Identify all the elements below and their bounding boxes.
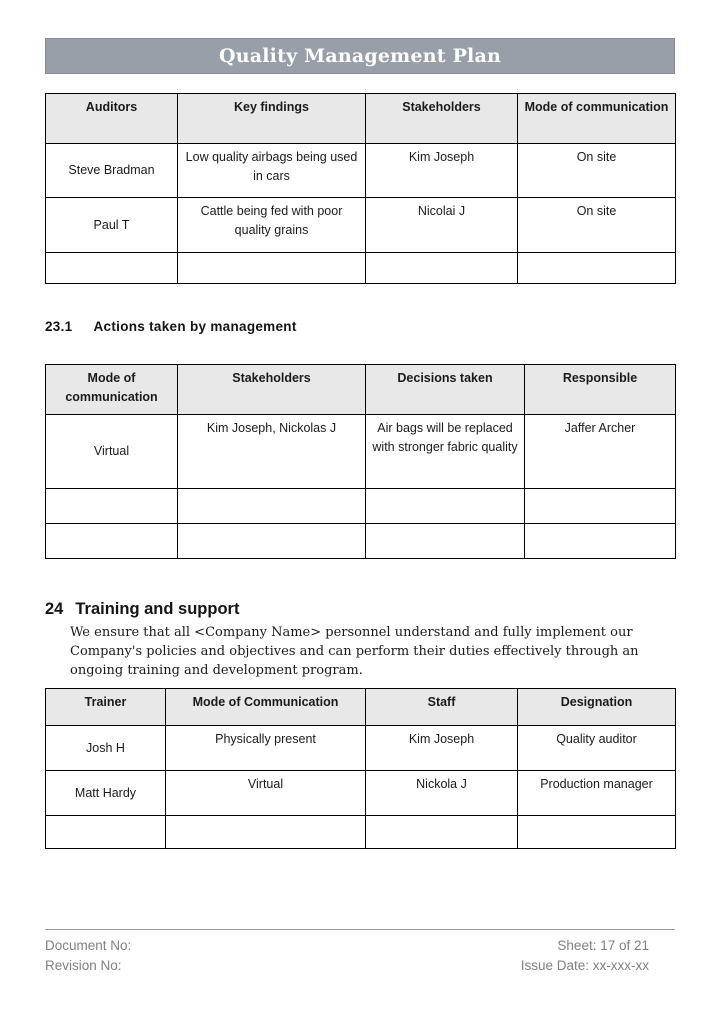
footer-right-block: Sheet: 17 of 21 Issue Date: xx-xxx-xx [521, 936, 675, 976]
table-cell: Low quality airbags being used in cars [177, 143, 366, 198]
table-cell: Kim Joseph [365, 725, 518, 771]
section-title: Actions taken by management [93, 319, 297, 334]
table-cell [45, 523, 178, 559]
table-row-empty [45, 252, 676, 284]
section-title: Training and support [75, 600, 240, 618]
table-cell: Kim Joseph, Nickolas J [177, 414, 366, 489]
table-cell [365, 523, 525, 559]
table-cell: Nickola J [365, 770, 518, 816]
column-header-stakeholders: Stakeholders [365, 93, 518, 144]
table-header-row: Trainer Mode of Communication Staff Desi… [45, 688, 676, 726]
column-header-designation: Designation [517, 688, 676, 726]
column-header-trainer: Trainer [45, 688, 166, 726]
table-cell: Production manager [517, 770, 676, 816]
revision-no-label: Revision No: [45, 958, 122, 973]
title-banner: Quality Management Plan [45, 38, 675, 74]
table-row: Josh H Physically present Kim Joseph Qua… [45, 725, 676, 771]
table-cell: On site [517, 143, 676, 198]
section-heading-training: 24 Training and support [45, 597, 675, 619]
column-header-responsible: Responsible [524, 364, 676, 415]
column-header-auditors: Auditors [45, 93, 178, 144]
sheet-label: Sheet: 17 of 21 [557, 938, 649, 953]
table-cell [177, 488, 366, 524]
table-cell [365, 252, 518, 284]
table-cell [524, 488, 676, 524]
table-row-empty [45, 523, 676, 559]
audit-findings-table: Auditors Key findings Stakeholders Mode … [45, 93, 676, 284]
table-cell [177, 252, 366, 284]
table-cell: On site [517, 197, 676, 253]
table-cell: Cattle being fed with poor quality grain… [177, 197, 366, 253]
table-cell [45, 252, 178, 284]
table-cell: Steve Bradman [45, 143, 178, 198]
table-cell [365, 488, 525, 524]
table-cell: Physically present [165, 725, 366, 771]
table-cell: Jaffer Archer [524, 414, 676, 489]
issue-date-label: Issue Date: xx-xxx-xx [520, 958, 649, 973]
table-cell: Virtual [165, 770, 366, 816]
table-row-empty [45, 488, 676, 524]
training-table: Trainer Mode of Communication Staff Desi… [45, 688, 676, 849]
column-header-key-findings: Key findings [177, 93, 366, 144]
actions-taken-table: Mode of communication Stakeholders Decis… [45, 364, 676, 559]
section-number: 23.1 [45, 319, 73, 334]
table-cell: Air bags will be replaced with stronger … [365, 414, 525, 489]
page-title: Quality Management Plan [218, 45, 501, 67]
table-cell [524, 523, 676, 559]
table-cell [517, 252, 676, 284]
table-cell: Quality auditor [517, 725, 676, 771]
table-header-row: Auditors Key findings Stakeholders Mode … [45, 93, 676, 144]
table-row: Steve Bradman Low quality airbags being … [45, 143, 676, 198]
table-cell: Nicolai J [365, 197, 518, 253]
table-cell: Paul T [45, 197, 178, 253]
training-paragraph: We ensure that all <Company Name> person… [70, 625, 639, 678]
table-cell [177, 523, 366, 559]
table-row: Matt Hardy Virtual Nickola J Production … [45, 770, 676, 816]
table-row: Paul T Cattle being fed with poor qualit… [45, 197, 676, 253]
column-header-mode-of-communication: Mode of communication [45, 364, 178, 415]
column-header-decisions-taken: Decisions taken [365, 364, 525, 415]
page-footer: Document No: Revision No: Sheet: 17 of 2… [45, 929, 675, 976]
table-row-empty [45, 815, 676, 849]
column-header-mode-of-communication: Mode of communication [517, 93, 676, 144]
table-cell [165, 815, 366, 849]
column-header-stakeholders: Stakeholders [177, 364, 366, 415]
section-number: 24 [45, 600, 64, 618]
table-cell: Kim Joseph [365, 143, 518, 198]
document-no-label: Document No: [45, 938, 132, 953]
table-cell [45, 815, 166, 849]
table-cell [517, 815, 676, 849]
table-cell [45, 488, 178, 524]
table-cell [365, 815, 518, 849]
table-header-row: Mode of communication Stakeholders Decis… [45, 364, 676, 415]
table-cell: Matt Hardy [45, 770, 166, 816]
column-header-staff: Staff [365, 688, 518, 726]
table-row: Virtual Kim Joseph, Nickolas J Air bags … [45, 414, 676, 489]
footer-left-block: Document No: Revision No: [45, 936, 131, 976]
column-header-mode-of-communication: Mode of Communication [165, 688, 366, 726]
table-cell: Josh H [45, 725, 166, 771]
table-cell: Virtual [45, 414, 178, 489]
section-heading-actions: 23.1 Actions taken by management [45, 316, 675, 334]
